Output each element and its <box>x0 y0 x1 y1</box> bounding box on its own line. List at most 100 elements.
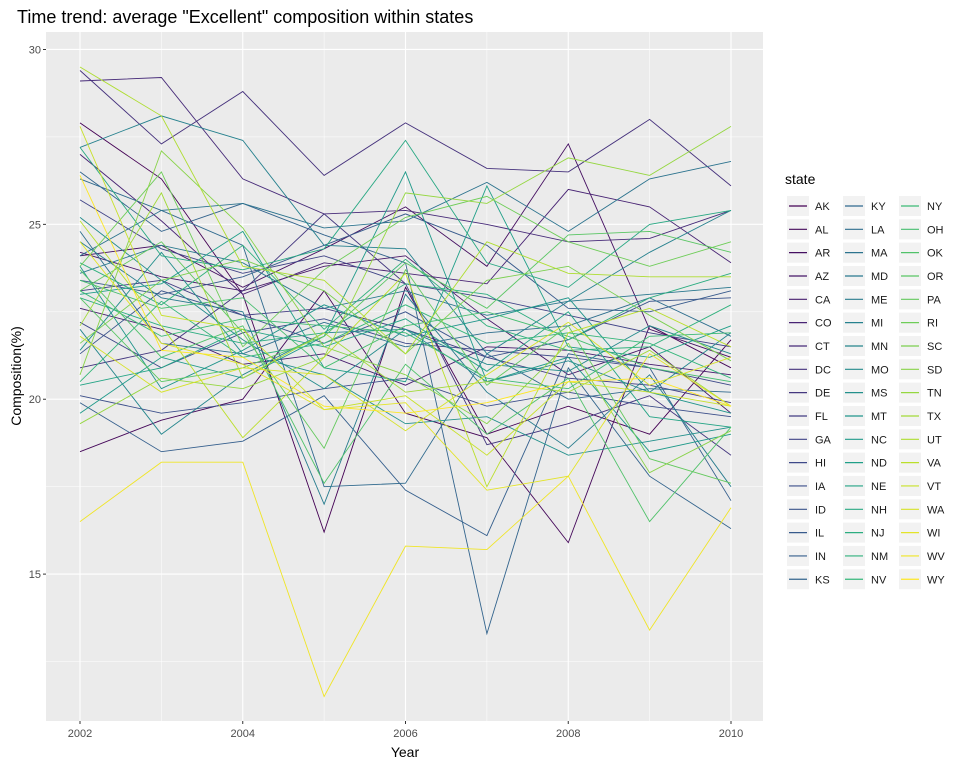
x-axis-title: Year <box>391 744 420 760</box>
series-line-mi <box>79 115 732 355</box>
legend-label-md: MD <box>871 271 888 283</box>
series-line-me <box>79 241 732 506</box>
legend-label-al: AL <box>815 224 828 236</box>
legend-label-ky: KY <box>871 201 886 213</box>
legend-label-va: VA <box>927 458 942 470</box>
series-line-md <box>79 244 732 316</box>
legend-title: state <box>785 171 816 187</box>
legend-label-ga: GA <box>815 434 832 446</box>
series-line-dc <box>79 70 732 187</box>
legend-label-wy: WY <box>927 574 945 586</box>
legend-label-dc: DC <box>815 364 831 376</box>
legend-label-mi: MI <box>871 318 883 330</box>
legend-label-ut: UT <box>927 434 942 446</box>
series-line-ct <box>79 77 732 243</box>
legend-label-oh: OH <box>927 224 944 236</box>
series-line-ak <box>79 122 732 534</box>
legend-label-hi: HI <box>815 458 826 470</box>
series-line-nm <box>79 244 732 351</box>
y-axis-title: Composition(%) <box>8 326 24 426</box>
series-lines <box>79 66 732 698</box>
series-line-oh <box>79 279 732 383</box>
legend-label-in: IN <box>815 551 826 563</box>
series-line-ca <box>79 307 732 386</box>
legend-label-ne: NE <box>871 481 886 493</box>
legend-label-wv: WV <box>927 551 945 563</box>
series-line-ia <box>79 377 732 418</box>
legend-label-nj: NJ <box>871 528 884 540</box>
legend-label-de: DE <box>815 388 830 400</box>
legend-label-tx: TX <box>927 411 942 423</box>
series-line-il <box>79 213 732 313</box>
x-tick-label: 2002 <box>68 728 92 740</box>
legend-label-nm: NM <box>871 551 888 563</box>
legend-label-id: ID <box>815 504 826 516</box>
legend-label-mo: MO <box>871 364 889 376</box>
legend-label-me: ME <box>871 294 888 306</box>
series-line-wy <box>79 175 732 414</box>
legend-label-ok: OK <box>927 248 944 260</box>
legend-label-ct: CT <box>815 341 830 353</box>
legend-label-nv: NV <box>871 574 887 586</box>
legend-label-ak: AK <box>815 201 830 213</box>
legend-label-nc: NC <box>871 434 887 446</box>
series-line-wi <box>79 241 732 491</box>
x-tick-label: 2010 <box>719 728 743 740</box>
y-tick-label: 25 <box>29 219 41 231</box>
series-line-nj <box>79 272 732 344</box>
x-tick-label: 2006 <box>393 728 417 740</box>
series-line-or <box>79 230 732 383</box>
series-line-mo <box>79 217 732 390</box>
legend-label-sd: SD <box>927 364 942 376</box>
series-line-ky <box>79 178 732 488</box>
legend-label-vt: VT <box>927 481 941 493</box>
legend-label-ms: MS <box>871 388 888 400</box>
legend-items: AK AL AR AZ CA CO CT DC DE FL GA HI IA ID IL IN KS KY LA MA… <box>787 196 945 590</box>
series-line-ma <box>79 160 732 257</box>
legend-label-wi: WI <box>927 528 940 540</box>
legend-label-nh: NH <box>871 504 887 516</box>
series-line-mt <box>79 266 732 414</box>
series-line-ar <box>79 142 732 358</box>
legend-label-ar: AR <box>815 248 830 260</box>
series-line-wv <box>79 461 732 698</box>
series-line-ms <box>79 251 732 456</box>
legend-label-wa: WA <box>927 504 945 516</box>
y-tick-label: 15 <box>29 569 41 581</box>
legend-label-ma: MA <box>871 248 888 260</box>
series-line-vt <box>79 126 732 456</box>
x-tick-label: 2004 <box>231 728 255 740</box>
series-line-ok <box>79 269 732 523</box>
series-line-id <box>79 290 732 358</box>
series-line-wa <box>79 321 732 432</box>
series-line-tn <box>79 126 732 425</box>
series-line-pa <box>79 241 732 484</box>
x-tick-label: 2008 <box>556 728 580 740</box>
plot-panel <box>46 32 763 721</box>
legend-label-mn: MN <box>871 341 888 353</box>
y-tick-label: 30 <box>29 44 41 56</box>
series-line-nh <box>79 139 732 288</box>
legend-label-nd: ND <box>871 458 887 470</box>
series-line-ri <box>79 171 732 348</box>
legend: state AK AL AR AZ CA CO CT DC DE FL GA HI IA ID IL IN KS… <box>785 171 945 590</box>
series-line-in <box>79 353 732 537</box>
series-line-ny <box>79 290 732 390</box>
y-tick-label: 20 <box>29 394 41 406</box>
legend-label-az: AZ <box>815 271 829 283</box>
legend-label-fl: FL <box>815 411 828 423</box>
legend-label-tn: TN <box>927 388 942 400</box>
chart-title: Time trend: average "Excellent" composit… <box>17 7 473 27</box>
series-line-az <box>79 251 732 414</box>
legend-label-la: LA <box>871 224 885 236</box>
legend-label-or: OR <box>927 271 944 283</box>
series-line-ut <box>79 66 731 355</box>
legend-label-ca: CA <box>815 294 831 306</box>
legend-label-co: CO <box>815 318 832 330</box>
legend-label-il: IL <box>815 528 824 540</box>
series-line-ne <box>79 311 732 428</box>
legend-label-ia: IA <box>815 481 826 493</box>
legend-label-pa: PA <box>927 294 942 306</box>
legend-label-sc: SC <box>927 341 942 353</box>
